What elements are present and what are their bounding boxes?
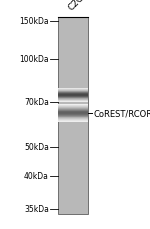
- Text: CoREST/RCOR1: CoREST/RCOR1: [93, 109, 150, 118]
- Bar: [58, 18, 88, 214]
- Text: 50kDa: 50kDa: [24, 143, 49, 152]
- Bar: [58, 99, 88, 100]
- Bar: [58, 111, 88, 112]
- Bar: [58, 102, 88, 103]
- Bar: [58, 117, 88, 118]
- Bar: [58, 108, 88, 109]
- Bar: [58, 91, 88, 92]
- Text: 150kDa: 150kDa: [19, 17, 49, 26]
- Bar: [58, 107, 88, 108]
- Bar: [58, 118, 88, 119]
- Text: 100kDa: 100kDa: [19, 55, 49, 64]
- Bar: [58, 92, 88, 93]
- Bar: [58, 113, 88, 114]
- Bar: [58, 95, 88, 96]
- Bar: [58, 88, 88, 89]
- Bar: [58, 96, 88, 97]
- Text: 40kDa: 40kDa: [24, 172, 49, 181]
- Bar: [58, 117, 88, 118]
- Bar: [58, 119, 88, 120]
- Bar: [58, 122, 88, 123]
- Bar: [58, 96, 88, 97]
- Bar: [58, 119, 88, 120]
- Bar: [58, 106, 88, 107]
- Bar: [58, 101, 88, 102]
- Bar: [58, 105, 88, 106]
- Bar: [58, 105, 88, 106]
- Bar: [58, 102, 88, 103]
- Bar: [58, 89, 88, 90]
- Bar: [58, 93, 88, 94]
- Bar: [58, 112, 88, 113]
- Bar: [58, 116, 88, 117]
- Bar: [58, 115, 88, 116]
- Bar: [58, 114, 88, 115]
- Bar: [58, 97, 88, 98]
- Bar: [58, 116, 88, 117]
- Bar: [58, 106, 88, 107]
- Bar: [58, 108, 88, 109]
- Bar: [58, 110, 88, 111]
- Bar: [58, 101, 88, 102]
- Bar: [58, 95, 88, 96]
- Bar: [58, 98, 88, 99]
- Bar: [58, 120, 88, 121]
- Bar: [58, 113, 88, 114]
- Bar: [58, 99, 88, 100]
- Bar: [58, 107, 88, 108]
- Bar: [58, 91, 88, 92]
- Bar: [58, 112, 88, 113]
- Bar: [58, 90, 88, 91]
- Bar: [58, 90, 88, 91]
- Bar: [58, 114, 88, 115]
- Bar: [58, 115, 88, 116]
- Bar: [58, 120, 88, 121]
- Text: 70kDa: 70kDa: [24, 98, 49, 107]
- Bar: [58, 100, 88, 101]
- Bar: [58, 94, 88, 95]
- Bar: [58, 100, 88, 101]
- Bar: [58, 109, 88, 110]
- Bar: [58, 110, 88, 111]
- Text: C2C12: C2C12: [67, 0, 94, 12]
- Bar: [58, 96, 88, 97]
- Bar: [58, 98, 88, 99]
- Bar: [58, 122, 88, 123]
- Bar: [58, 121, 88, 122]
- Bar: [58, 121, 88, 122]
- Bar: [58, 104, 88, 105]
- Bar: [58, 111, 88, 112]
- Bar: [58, 93, 88, 94]
- Text: 35kDa: 35kDa: [24, 204, 49, 214]
- Bar: [58, 92, 88, 93]
- Bar: [58, 118, 88, 119]
- Bar: [58, 89, 88, 90]
- Bar: [58, 97, 88, 98]
- Bar: [58, 94, 88, 95]
- Bar: [58, 109, 88, 110]
